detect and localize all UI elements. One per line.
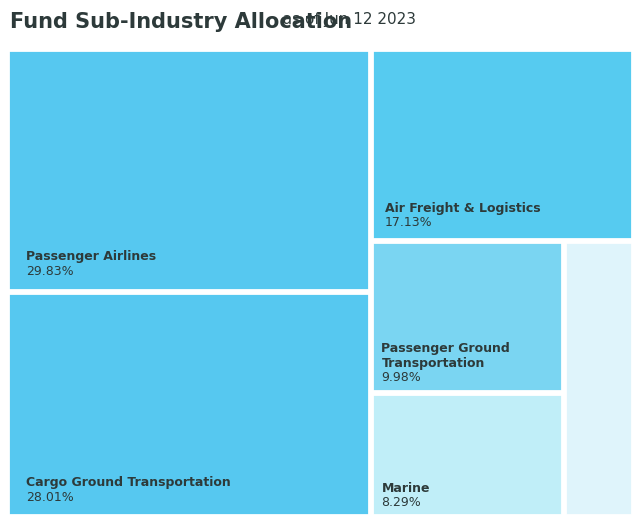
Text: 29.83%: 29.83% xyxy=(26,265,74,278)
Text: as of Jun 12 2023: as of Jun 12 2023 xyxy=(273,12,416,27)
Text: Passenger Ground
Transportation: Passenger Ground Transportation xyxy=(381,341,510,370)
Text: Air Freight & Logistics: Air Freight & Logistics xyxy=(385,202,541,215)
Text: 8.29%: 8.29% xyxy=(381,496,421,509)
Text: 17.13%: 17.13% xyxy=(385,217,433,230)
Text: 9.98%: 9.98% xyxy=(381,371,421,384)
Text: Cargo Ground Transportation: Cargo Ground Transportation xyxy=(26,476,231,489)
Text: Passenger Airlines: Passenger Airlines xyxy=(26,250,156,263)
Text: 28.01%: 28.01% xyxy=(26,491,74,504)
Text: Marine: Marine xyxy=(381,482,430,495)
Text: Fund Sub-Industry Allocation: Fund Sub-Industry Allocation xyxy=(10,12,352,32)
